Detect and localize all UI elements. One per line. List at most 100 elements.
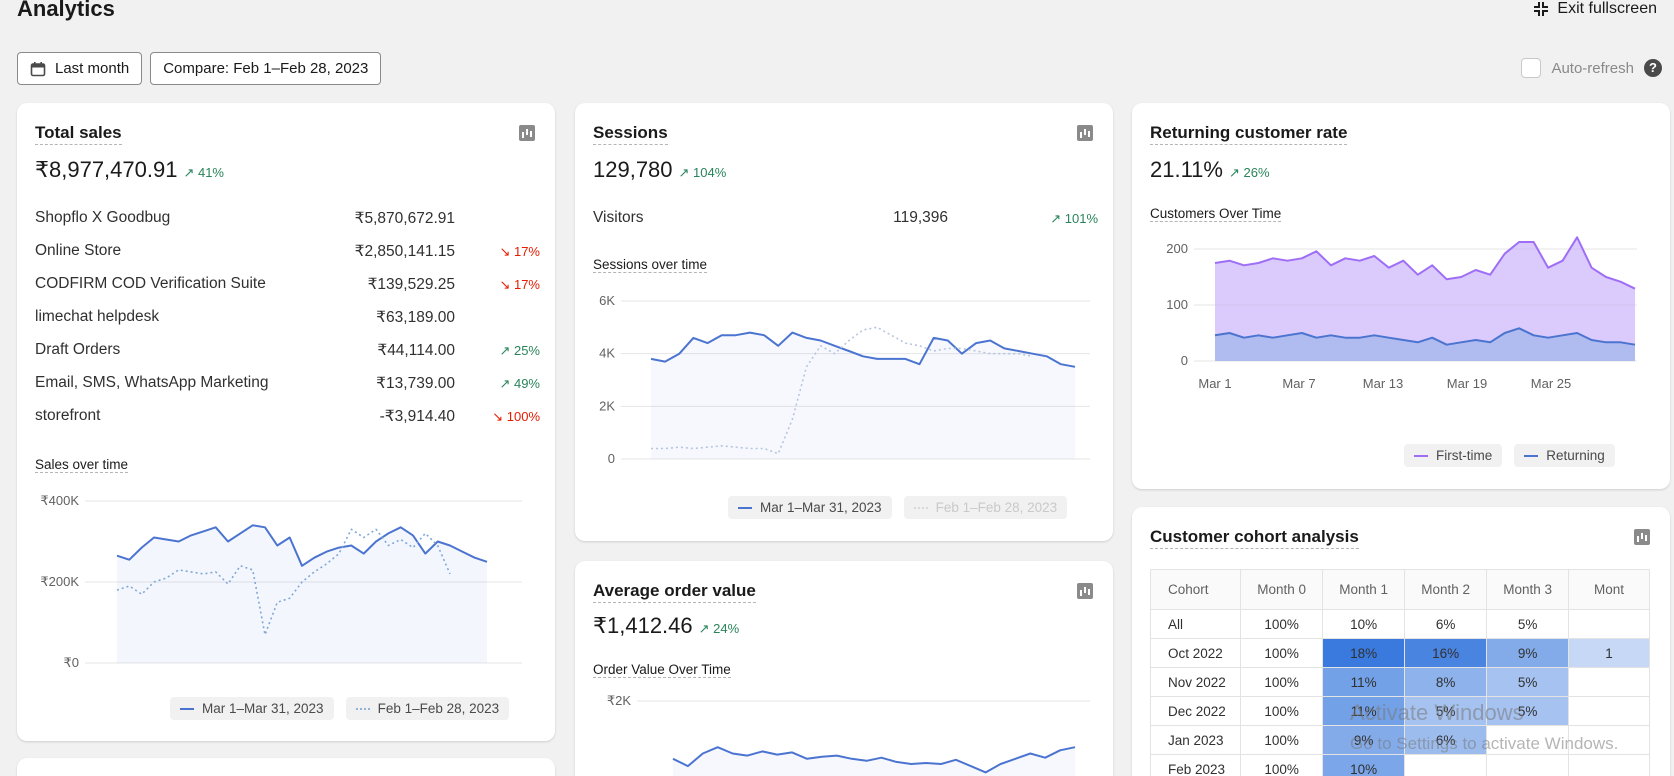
sales-channel-row: storefront -₹3,914.40 ↘ 100% xyxy=(35,407,540,437)
cohort-cell: 5% xyxy=(1486,609,1570,639)
series-area xyxy=(673,747,1075,776)
cohort-cell: 10% xyxy=(1322,609,1406,639)
legend-current[interactable]: Mar 1–Mar 31, 2023 xyxy=(170,697,334,720)
cohort-cell: 100% xyxy=(1240,696,1324,726)
visitors-row: Visitors 119,396 ↗ 101% xyxy=(593,209,1098,239)
series-line xyxy=(116,524,488,567)
x-tick-label: Mar 25 xyxy=(1531,376,1571,391)
exit-fullscreen-button[interactable]: Exit fullscreen xyxy=(1533,0,1657,18)
cohort-label: Oct 2022 xyxy=(1150,638,1242,668)
customers-chart: 0 100 200 Mar 1 Mar 7 Mar 13 Mar 19 Mar 25 xyxy=(1166,236,1637,391)
cohort-header-cell: Month 0 xyxy=(1240,569,1324,610)
y-tick-label: ₹2K xyxy=(607,693,632,708)
channel-name: Draft Orders xyxy=(35,341,121,358)
cohort-label: Nov 2022 xyxy=(1150,667,1242,697)
sales-channel-row: Shopflo X Goodbug ₹5,870,672.91 xyxy=(35,209,540,239)
cohort-cell: 8% xyxy=(1404,667,1488,697)
legend-swatch-previous xyxy=(913,506,928,509)
cohort-cell: 6% xyxy=(1404,725,1488,755)
watermark-title: Activate Windows xyxy=(1350,700,1524,725)
series-area xyxy=(1215,328,1635,361)
series-line xyxy=(1214,236,1636,290)
y-tick-label: 100 xyxy=(1166,297,1188,312)
cohort-cell xyxy=(1486,725,1570,755)
chart-type-icon[interactable] xyxy=(519,125,535,141)
legend-previous[interactable]: Feb 1–Feb 28, 2023 xyxy=(903,496,1068,519)
cohort-cell: 5% xyxy=(1486,667,1570,697)
auto-refresh-checkbox[interactable] xyxy=(1521,58,1542,78)
compare-range-label: Compare: Feb 1–Feb 28, 2023 xyxy=(163,60,369,77)
y-tick-label: 0 xyxy=(1181,353,1188,368)
series-area xyxy=(651,332,1075,459)
cohort-cell xyxy=(1568,696,1650,726)
series-line xyxy=(116,528,451,636)
metric-value: ₹1,412.46 xyxy=(593,613,693,638)
legend-swatch-first xyxy=(1414,454,1428,457)
metric-delta: ↗ 41% xyxy=(183,165,224,180)
cohort-cell: 6% xyxy=(1404,609,1488,639)
legend-previous[interactable]: Feb 1–Feb 28, 2023 xyxy=(345,697,510,720)
channel-value: ₹13,739.00 xyxy=(376,375,455,392)
sessions-card: Sessions 129,780 ↗ 104% Visitors 119,396 … xyxy=(575,103,1113,541)
cohort-row: All 100% 10% 6% 5% xyxy=(1150,609,1650,639)
channel-delta: ↘ 17% xyxy=(499,277,540,292)
y-tick-label: ₹0 xyxy=(63,655,79,670)
total-sales-value: ₹8,977,470.91 ↗ 41% xyxy=(35,157,224,183)
legend-current[interactable]: Mar 1–Mar 31, 2023 xyxy=(728,496,892,519)
legend-first-time[interactable]: First-time xyxy=(1404,444,1503,467)
date-range-button[interactable]: Last month xyxy=(17,52,143,85)
calendar-icon xyxy=(30,61,46,76)
channel-delta-value: 100% xyxy=(506,409,540,424)
cohort-cell xyxy=(1568,754,1650,776)
x-tick-label: Mar 19 xyxy=(1447,376,1487,391)
cohort-cell: 1 xyxy=(1568,638,1650,668)
cohort-cell: 100% xyxy=(1240,609,1324,639)
metric-value: ₹8,977,470.91 xyxy=(35,157,178,182)
y-tick-label: 0 xyxy=(608,451,615,466)
visitors-label: Visitors xyxy=(593,209,644,226)
exit-fullscreen-icon xyxy=(1534,2,1549,16)
customers-legend: First-time Returning xyxy=(1404,444,1615,467)
metric-value: 21.11% xyxy=(1150,157,1223,182)
channel-name: Shopflo X Goodbug xyxy=(35,209,171,226)
x-tick-label: Mar 7 xyxy=(1282,376,1315,391)
filter-bar: Last month Compare: Feb 1–Feb 28, 2023 xyxy=(17,52,382,85)
cohort-table: Cohort Month 0 Month 1 Month 2 Month 3 Mont Al… xyxy=(1150,569,1650,776)
help-icon[interactable]: ? xyxy=(1644,59,1662,77)
chart-type-icon[interactable] xyxy=(1077,125,1093,141)
metric-delta: ↗ 26% xyxy=(1228,165,1270,180)
chart-subtitle: Order Value Over Time xyxy=(593,662,731,678)
cohort-cell: 16% xyxy=(1404,638,1488,668)
channel-value: -₹3,914.40 xyxy=(379,408,455,425)
cohort-header-cell: Cohort xyxy=(1150,569,1242,610)
legend-current-label: Mar 1–Mar 31, 2023 xyxy=(760,500,882,515)
channel-name: storefront xyxy=(35,407,101,424)
card-title: Customer cohort analysis xyxy=(1150,527,1359,549)
channel-delta: ↗ 49% xyxy=(499,376,540,391)
channel-delta-value: 25% xyxy=(513,343,540,358)
legend-returning[interactable]: Returning xyxy=(1514,444,1615,467)
auto-refresh-label: Auto-refresh xyxy=(1551,59,1634,77)
legend-first-label: First-time xyxy=(1436,448,1493,463)
sessions-value: 129,780 ↗ 104% xyxy=(593,157,726,183)
sales-channel-row: CODFIRM COD Verification Suite ₹139,529.2… xyxy=(35,275,540,305)
cohort-cell: 10% xyxy=(1322,754,1406,776)
chart-subtitle: Sessions over time xyxy=(593,257,708,273)
channel-delta-value: 17% xyxy=(513,244,540,259)
exit-fullscreen-label: Exit fullscreen xyxy=(1557,0,1657,17)
watermark-subtitle: Go to Settings to activate Windows. xyxy=(1350,734,1619,753)
chart-type-icon[interactable] xyxy=(1077,583,1093,599)
chart-type-icon[interactable] xyxy=(1634,529,1650,545)
delta-value: 26% xyxy=(1243,165,1270,180)
channel-value: ₹44,114.00 xyxy=(377,342,455,359)
channel-delta-value: 49% xyxy=(513,376,540,391)
compare-range-button[interactable]: Compare: Feb 1–Feb 28, 2023 xyxy=(150,52,382,85)
cohort-header-row: Cohort Month 0 Month 1 Month 2 Month 3 Mont xyxy=(1150,569,1650,610)
cohort-cell: 100% xyxy=(1240,667,1324,697)
cohort-table-wrap: Cohort Month 0 Month 1 Month 2 Month 3 Mont Al… xyxy=(1150,569,1650,776)
y-tick-label: ₹400K xyxy=(40,493,79,508)
x-tick-label: Mar 13 xyxy=(1363,376,1403,391)
delta-value: 41% xyxy=(197,165,224,180)
